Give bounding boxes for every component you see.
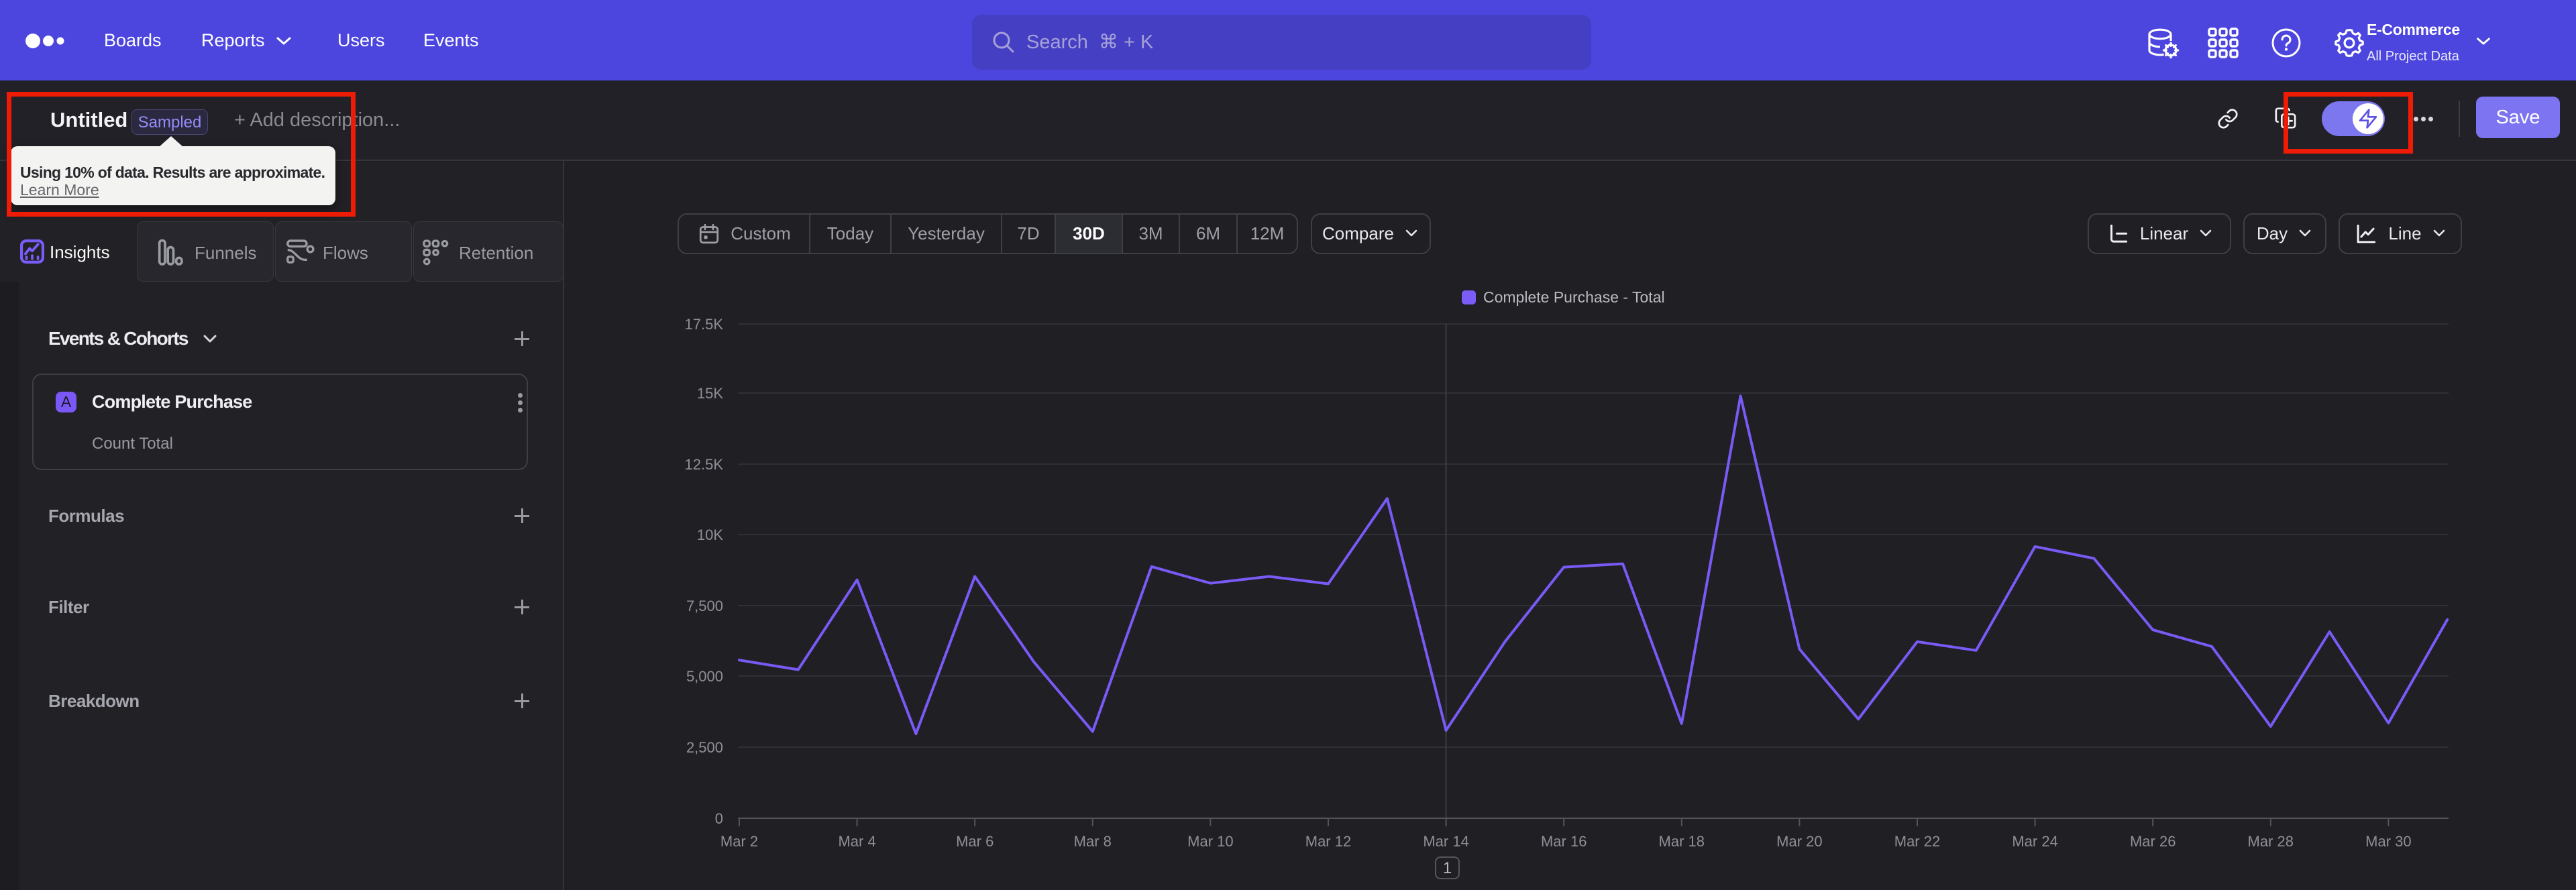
svg-text:Mar 4: Mar 4 xyxy=(838,833,875,850)
svg-text:Mar 24: Mar 24 xyxy=(2012,833,2057,850)
svg-text:15K: 15K xyxy=(697,385,723,402)
svg-text:5,000: 5,000 xyxy=(686,668,723,685)
svg-text:Mar 14: Mar 14 xyxy=(1423,833,1468,850)
svg-text:Mar 8: Mar 8 xyxy=(1074,833,1112,850)
svg-text:Mar 26: Mar 26 xyxy=(2130,833,2176,850)
svg-text:17.5K: 17.5K xyxy=(685,316,724,333)
svg-text:10K: 10K xyxy=(697,526,723,543)
svg-text:Mar 20: Mar 20 xyxy=(1776,833,1822,850)
svg-text:2,500: 2,500 xyxy=(686,739,723,756)
svg-text:12.5K: 12.5K xyxy=(685,456,724,473)
svg-text:Complete Purchase - Total: Complete Purchase - Total xyxy=(1483,288,1665,306)
svg-text:7,500: 7,500 xyxy=(686,598,723,614)
svg-text:Mar 16: Mar 16 xyxy=(1541,833,1587,850)
svg-text:Mar 22: Mar 22 xyxy=(1894,833,1940,850)
svg-text:Mar 12: Mar 12 xyxy=(1305,833,1351,850)
svg-text:Mar 28: Mar 28 xyxy=(2248,833,2294,850)
svg-text:Mar 30: Mar 30 xyxy=(2365,833,2411,850)
svg-text:Mar 18: Mar 18 xyxy=(1659,833,1705,850)
svg-text:Mar 2: Mar 2 xyxy=(720,833,758,850)
svg-text:Mar 10: Mar 10 xyxy=(1187,833,1233,850)
svg-text:0: 0 xyxy=(715,810,723,827)
svg-text:Mar 6: Mar 6 xyxy=(956,833,994,850)
